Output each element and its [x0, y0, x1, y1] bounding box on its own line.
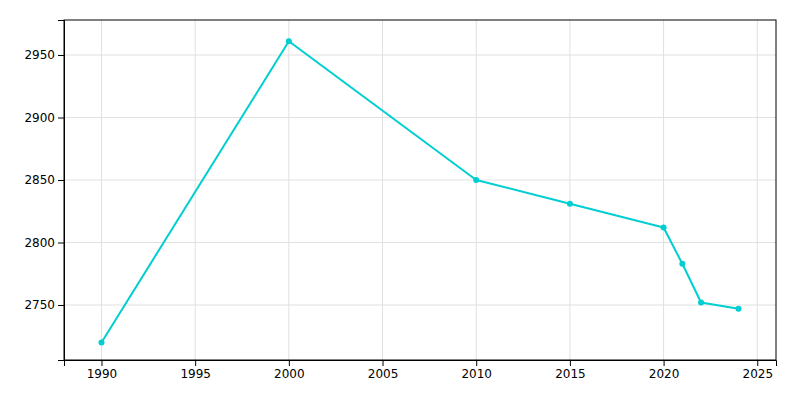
- tick-label: 2850: [24, 173, 55, 187]
- grid: [64, 20, 776, 360]
- tick: 2000: [274, 360, 305, 381]
- x-axis: 1990 1995 2000 2005 2010 2015 2020 2025: [65, 360, 777, 381]
- tick-mark: [757, 360, 758, 366]
- tick-label: 1990: [87, 367, 118, 381]
- grid-line-x: [382, 20, 383, 360]
- axis-line: [58, 21, 65, 361]
- tick-label: 2020: [649, 367, 680, 381]
- point: [98, 340, 104, 346]
- grid-line-y: [64, 180, 776, 181]
- grid-line-y: [64, 305, 776, 306]
- line: [101, 41, 738, 342]
- plot: 1990 1995 2000 2005 2010 2015 2020 2025 2750 2800…: [24, 20, 776, 381]
- y-axis: 2750 2800 2850 2900 2950: [24, 21, 64, 361]
- tick-label: 2800: [24, 236, 55, 250]
- marks: [98, 38, 741, 345]
- grid-line-x: [101, 20, 102, 360]
- tick-label: 2005: [368, 367, 399, 381]
- plot-frame: [64, 20, 776, 360]
- tick: 2950: [24, 48, 64, 62]
- tick-mark: [58, 180, 64, 181]
- tick-mark: [58, 55, 64, 56]
- tick-mark: [383, 360, 384, 366]
- tick: 1990: [87, 360, 118, 381]
- point: [567, 201, 573, 207]
- tick-mark: [101, 360, 102, 366]
- point: [736, 306, 742, 312]
- axis-line: [65, 361, 777, 367]
- tick-mark: [58, 243, 64, 244]
- tick: 2750: [24, 298, 64, 312]
- tick-label: 2025: [742, 367, 773, 381]
- tick: 2850: [24, 173, 64, 187]
- tick: 2800: [24, 236, 64, 250]
- tick-mark: [664, 360, 665, 366]
- grid-line-y: [64, 55, 776, 56]
- tick-mark: [289, 360, 290, 366]
- tick: 2025: [742, 360, 773, 381]
- point: [679, 261, 685, 267]
- tick-mark: [58, 305, 64, 306]
- grid-line-x: [288, 20, 289, 360]
- tick: 2005: [368, 360, 399, 381]
- tick: 2015: [555, 360, 586, 381]
- grid-line-y: [64, 117, 776, 118]
- tick: 2900: [24, 111, 64, 125]
- tick-label: 1995: [180, 367, 211, 381]
- tick: 1995: [180, 360, 211, 381]
- grid-line-x: [663, 20, 664, 360]
- tick-mark: [58, 118, 64, 119]
- tick-mark: [195, 360, 196, 366]
- tick-label: 2750: [24, 298, 55, 312]
- tick: 2020: [649, 360, 680, 381]
- tick-mark: [476, 360, 477, 366]
- grid-line-x: [476, 20, 477, 360]
- tick-label: 2010: [461, 367, 492, 381]
- tick-label: 2000: [274, 367, 305, 381]
- grid-line-y: [64, 242, 776, 243]
- tick-label: 2950: [24, 48, 55, 62]
- tick-label: 2900: [24, 111, 55, 125]
- point: [473, 177, 479, 183]
- grid-line-x: [569, 20, 570, 360]
- grid-line-x: [757, 20, 758, 360]
- point: [286, 38, 292, 44]
- chart: 1990 1995 2000 2005 2010 2015 2020 2025 2750 2800…: [0, 0, 800, 400]
- point: [698, 300, 704, 306]
- point: [661, 225, 667, 231]
- tick: 2010: [461, 360, 492, 381]
- tick-label: 2015: [555, 367, 586, 381]
- tick-mark: [570, 360, 571, 366]
